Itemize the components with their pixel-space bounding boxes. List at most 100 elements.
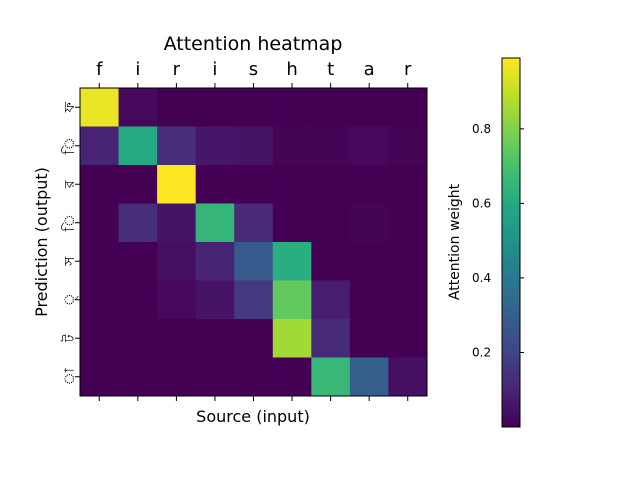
heatmap-cell	[118, 203, 158, 243]
heatmap-cell	[234, 88, 274, 127]
heatmap-cell	[272, 203, 312, 243]
heatmap-cell	[234, 357, 274, 397]
heatmap-cell	[195, 280, 235, 320]
heatmap-cell	[388, 319, 428, 358]
heatmap-cell	[118, 319, 158, 358]
heatmap-cell	[349, 242, 389, 281]
heatmap-cell	[388, 203, 428, 243]
heatmap-cell	[272, 242, 312, 281]
heatmap-cell	[80, 165, 120, 204]
y-tick-label: ট	[61, 334, 78, 343]
heatmap-cell	[311, 126, 351, 166]
heatmap-cell	[157, 203, 197, 243]
heatmap-cell	[311, 165, 351, 204]
heatmap-cell	[272, 357, 312, 397]
colorbar-tick-label: 0.4	[472, 271, 491, 285]
heatmap-cell	[349, 203, 389, 243]
y-tick-label: স	[62, 256, 78, 267]
x-tick-label: h	[286, 59, 297, 80]
heatmap-cell	[157, 357, 197, 397]
heatmap-cell	[234, 126, 274, 166]
heatmap-cell	[388, 88, 428, 127]
heatmap-cell	[311, 242, 351, 281]
heatmap-cell	[195, 357, 235, 397]
x-tick-label: r	[173, 59, 181, 80]
y-axis-label: Prediction (output)	[32, 167, 51, 317]
colorbar	[501, 57, 521, 428]
colorbar-tick-label: 0.8	[472, 122, 491, 136]
heatmap-cell	[388, 280, 428, 320]
heatmap-cell	[157, 126, 197, 166]
y-tick-label: ফ	[62, 101, 78, 113]
heatmap-cells	[80, 88, 428, 397]
heatmap-cell	[118, 357, 158, 397]
heatmap-cell	[80, 242, 120, 281]
heatmap-cell	[349, 319, 389, 358]
heatmap-cell	[195, 165, 235, 204]
y-tick-label: ি	[61, 137, 78, 155]
heatmap-cell	[195, 126, 235, 166]
x-tick-label: a	[364, 59, 375, 80]
heatmap-cell	[195, 203, 235, 243]
heatmap-cell	[157, 242, 197, 281]
heatmap-cell	[311, 203, 351, 243]
colorbar-label: Attention weight	[447, 183, 463, 300]
heatmap-cell	[118, 242, 158, 281]
heatmap-cell	[272, 280, 312, 320]
heatmap-cell	[311, 319, 351, 358]
heatmap-cell	[234, 165, 274, 204]
heatmap-cell	[272, 165, 312, 204]
heatmap-cell	[80, 357, 120, 397]
heatmap-cell	[234, 203, 274, 243]
heatmap-cell	[157, 280, 197, 320]
heatmap-cell	[349, 126, 389, 166]
heatmap-cell	[80, 319, 120, 358]
heatmap-cell	[311, 88, 351, 127]
heatmap-cell	[80, 126, 120, 166]
heatmap-cell	[234, 319, 274, 358]
heatmap-cell	[80, 203, 120, 243]
heatmap-cell	[388, 165, 428, 204]
x-tick-label: s	[249, 59, 258, 80]
heatmap-cell	[234, 280, 274, 320]
heatmap-cell	[388, 357, 428, 397]
chart-title: Attention heatmap	[164, 33, 343, 55]
heatmap-cell	[157, 88, 197, 127]
heatmap-cell	[157, 319, 197, 358]
y-tick-label: া	[62, 367, 78, 385]
heatmap-cell	[195, 242, 235, 281]
heatmap-cell	[349, 88, 389, 127]
heatmap-cell	[195, 88, 235, 127]
colorbar-tick-label: 0.2	[472, 345, 491, 359]
x-axis-label: Source (input)	[196, 407, 310, 426]
y-ticks: ফি রি স্ টা	[61, 101, 80, 385]
heatmap-cell	[349, 280, 389, 320]
heatmap-cell	[311, 280, 351, 320]
heatmap-cell	[272, 319, 312, 358]
heatmap-cell	[118, 126, 158, 166]
heatmap-cell	[272, 126, 312, 166]
colorbar-ticks: 0.2 0.4 0.6 0.8	[472, 122, 524, 359]
heatmap-cell	[157, 165, 197, 204]
x-tick-label: i	[135, 59, 140, 80]
x-tick-label: t	[327, 59, 334, 80]
colorbar-tick-label: 0.6	[472, 196, 491, 210]
heatmap-cell	[272, 88, 312, 127]
heatmap-cell	[118, 88, 158, 127]
y-tick-label: র	[62, 180, 78, 189]
x-tick-label: f	[96, 59, 103, 80]
heatmap-cell	[118, 280, 158, 320]
x-tick-label: i	[212, 59, 217, 80]
heatmap-cell	[80, 280, 120, 320]
x-tick-label: r	[404, 59, 412, 80]
heatmap-cell	[311, 357, 351, 397]
heatmap-cell	[195, 319, 235, 358]
heatmap-cell	[234, 242, 274, 281]
heatmap-cell	[80, 88, 120, 127]
heatmap-cell	[118, 165, 158, 204]
heatmap-cell	[388, 126, 428, 166]
heatmap-cell	[349, 357, 389, 397]
y-tick-label: ি	[61, 214, 78, 232]
